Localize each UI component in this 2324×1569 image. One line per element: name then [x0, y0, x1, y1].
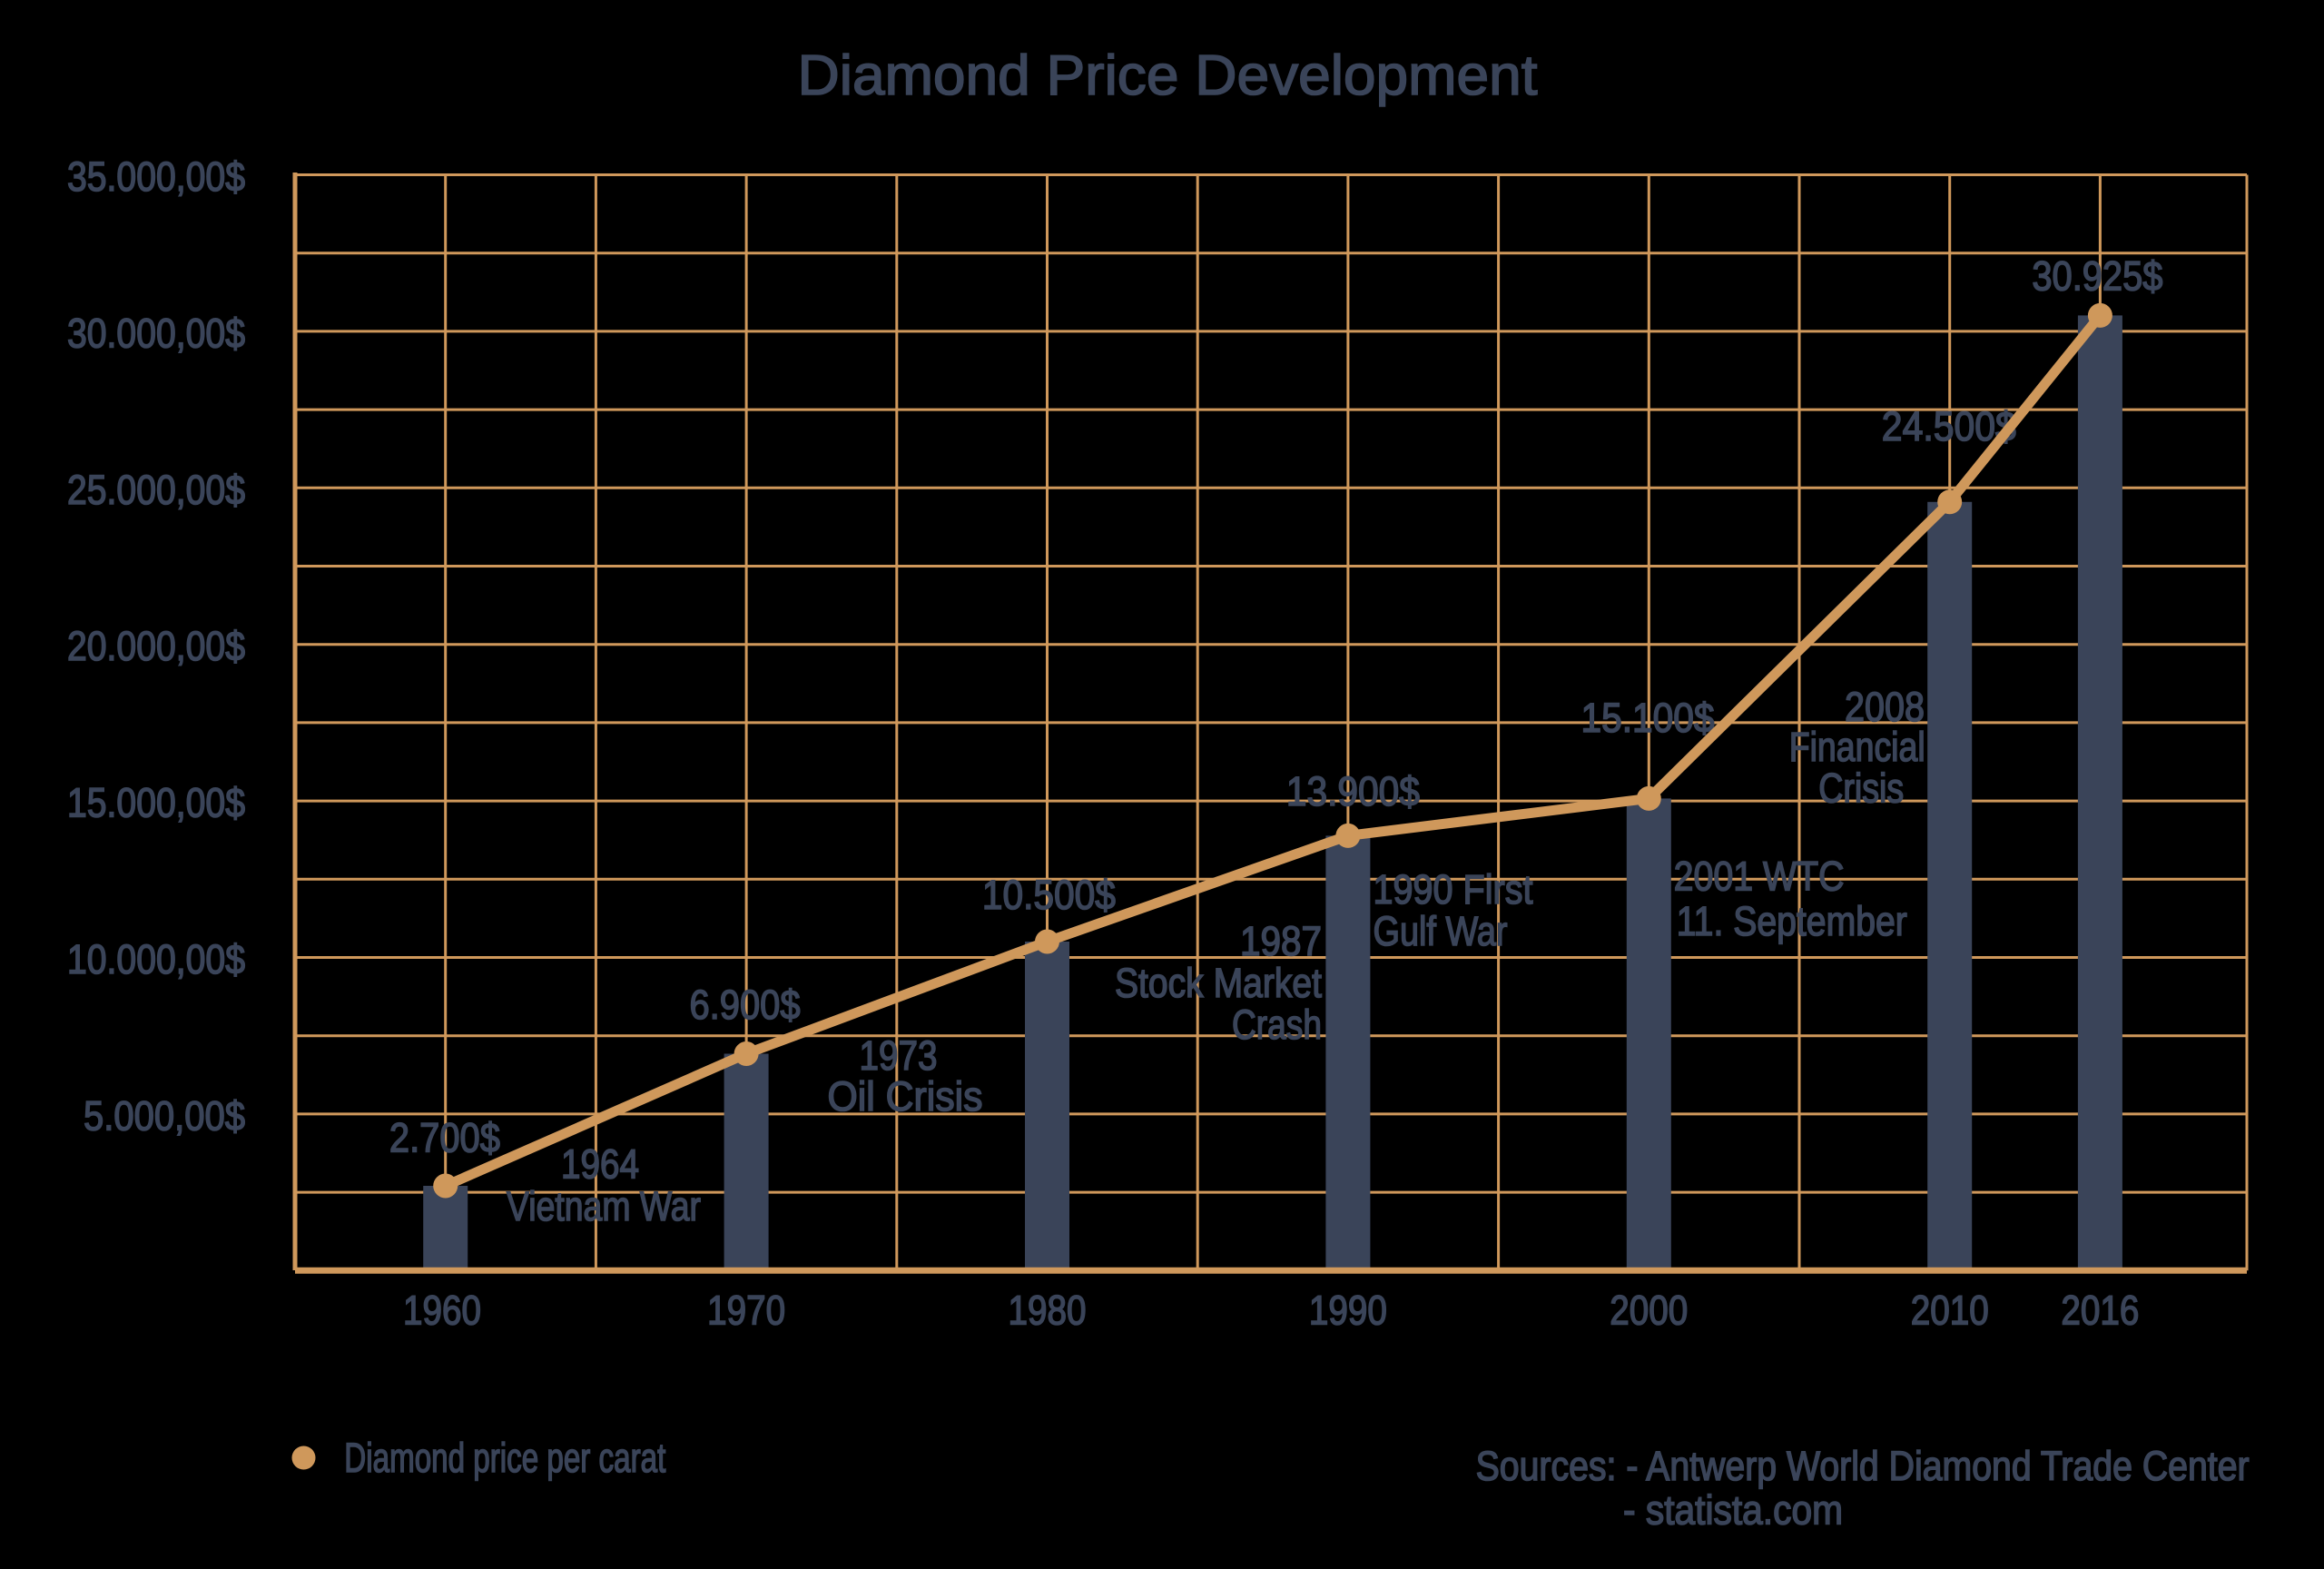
svg-text:2.700$: 2.700$ [389, 1115, 500, 1161]
svg-text:11. September: 11. September [1677, 898, 1907, 944]
svg-text:30.925$: 30.925$ [2032, 252, 2162, 299]
svg-text:25.000,00$: 25.000,00$ [67, 467, 245, 513]
svg-text:2016: 2016 [2061, 1288, 2139, 1334]
svg-text:Vietnam War: Vietnam War [507, 1183, 701, 1229]
svg-text:1970: 1970 [707, 1288, 785, 1334]
svg-text:1990: 1990 [1309, 1288, 1387, 1334]
svg-text:35.000,00$: 35.000,00$ [67, 153, 245, 200]
svg-text:2000: 2000 [1610, 1288, 1688, 1334]
svg-text:2010: 2010 [1911, 1288, 1989, 1334]
svg-text:Diamond price per carat: Diamond price per carat [344, 1435, 665, 1481]
svg-text:- statista.com: - statista.com [1623, 1487, 1843, 1534]
svg-text:1964: 1964 [561, 1141, 639, 1188]
svg-text:1973: 1973 [860, 1032, 938, 1079]
svg-text:2001 WTC: 2001 WTC [1674, 853, 1845, 899]
svg-text:Stock Market: Stock Market [1115, 960, 1322, 1006]
svg-text:30.000,00$: 30.000,00$ [67, 310, 245, 356]
svg-text:Diamond Price Development: Diamond Price Development [798, 44, 1538, 107]
svg-text:Sources: - Antwerp World Diamo: Sources: - Antwerp World Diamond Trade C… [1476, 1443, 2250, 1489]
svg-text:6.900$: 6.900$ [690, 982, 801, 1028]
svg-text:1980: 1980 [1009, 1288, 1087, 1334]
svg-text:Oil Crisis: Oil Crisis [828, 1073, 983, 1120]
svg-text:13.900$: 13.900$ [1286, 768, 1420, 814]
svg-text:1990 First: 1990 First [1374, 866, 1533, 913]
svg-text:15.100$: 15.100$ [1581, 695, 1715, 741]
svg-text:15.000,00$: 15.000,00$ [67, 780, 245, 826]
svg-text:20.000,00$: 20.000,00$ [67, 623, 245, 669]
svg-text:1987: 1987 [1240, 918, 1322, 964]
svg-text:Gulf War: Gulf War [1374, 908, 1508, 954]
svg-text:10.500$: 10.500$ [982, 872, 1116, 918]
svg-text:10.000,00$: 10.000,00$ [67, 936, 245, 982]
svg-text:2008: 2008 [1845, 684, 1925, 730]
svg-text:5.000,00$: 5.000,00$ [84, 1092, 245, 1139]
svg-text:Crisis: Crisis [1818, 765, 1904, 811]
svg-text:Financial: Financial [1789, 724, 1925, 770]
svg-text:1960: 1960 [403, 1288, 481, 1334]
svg-text:Crash: Crash [1232, 1002, 1322, 1048]
